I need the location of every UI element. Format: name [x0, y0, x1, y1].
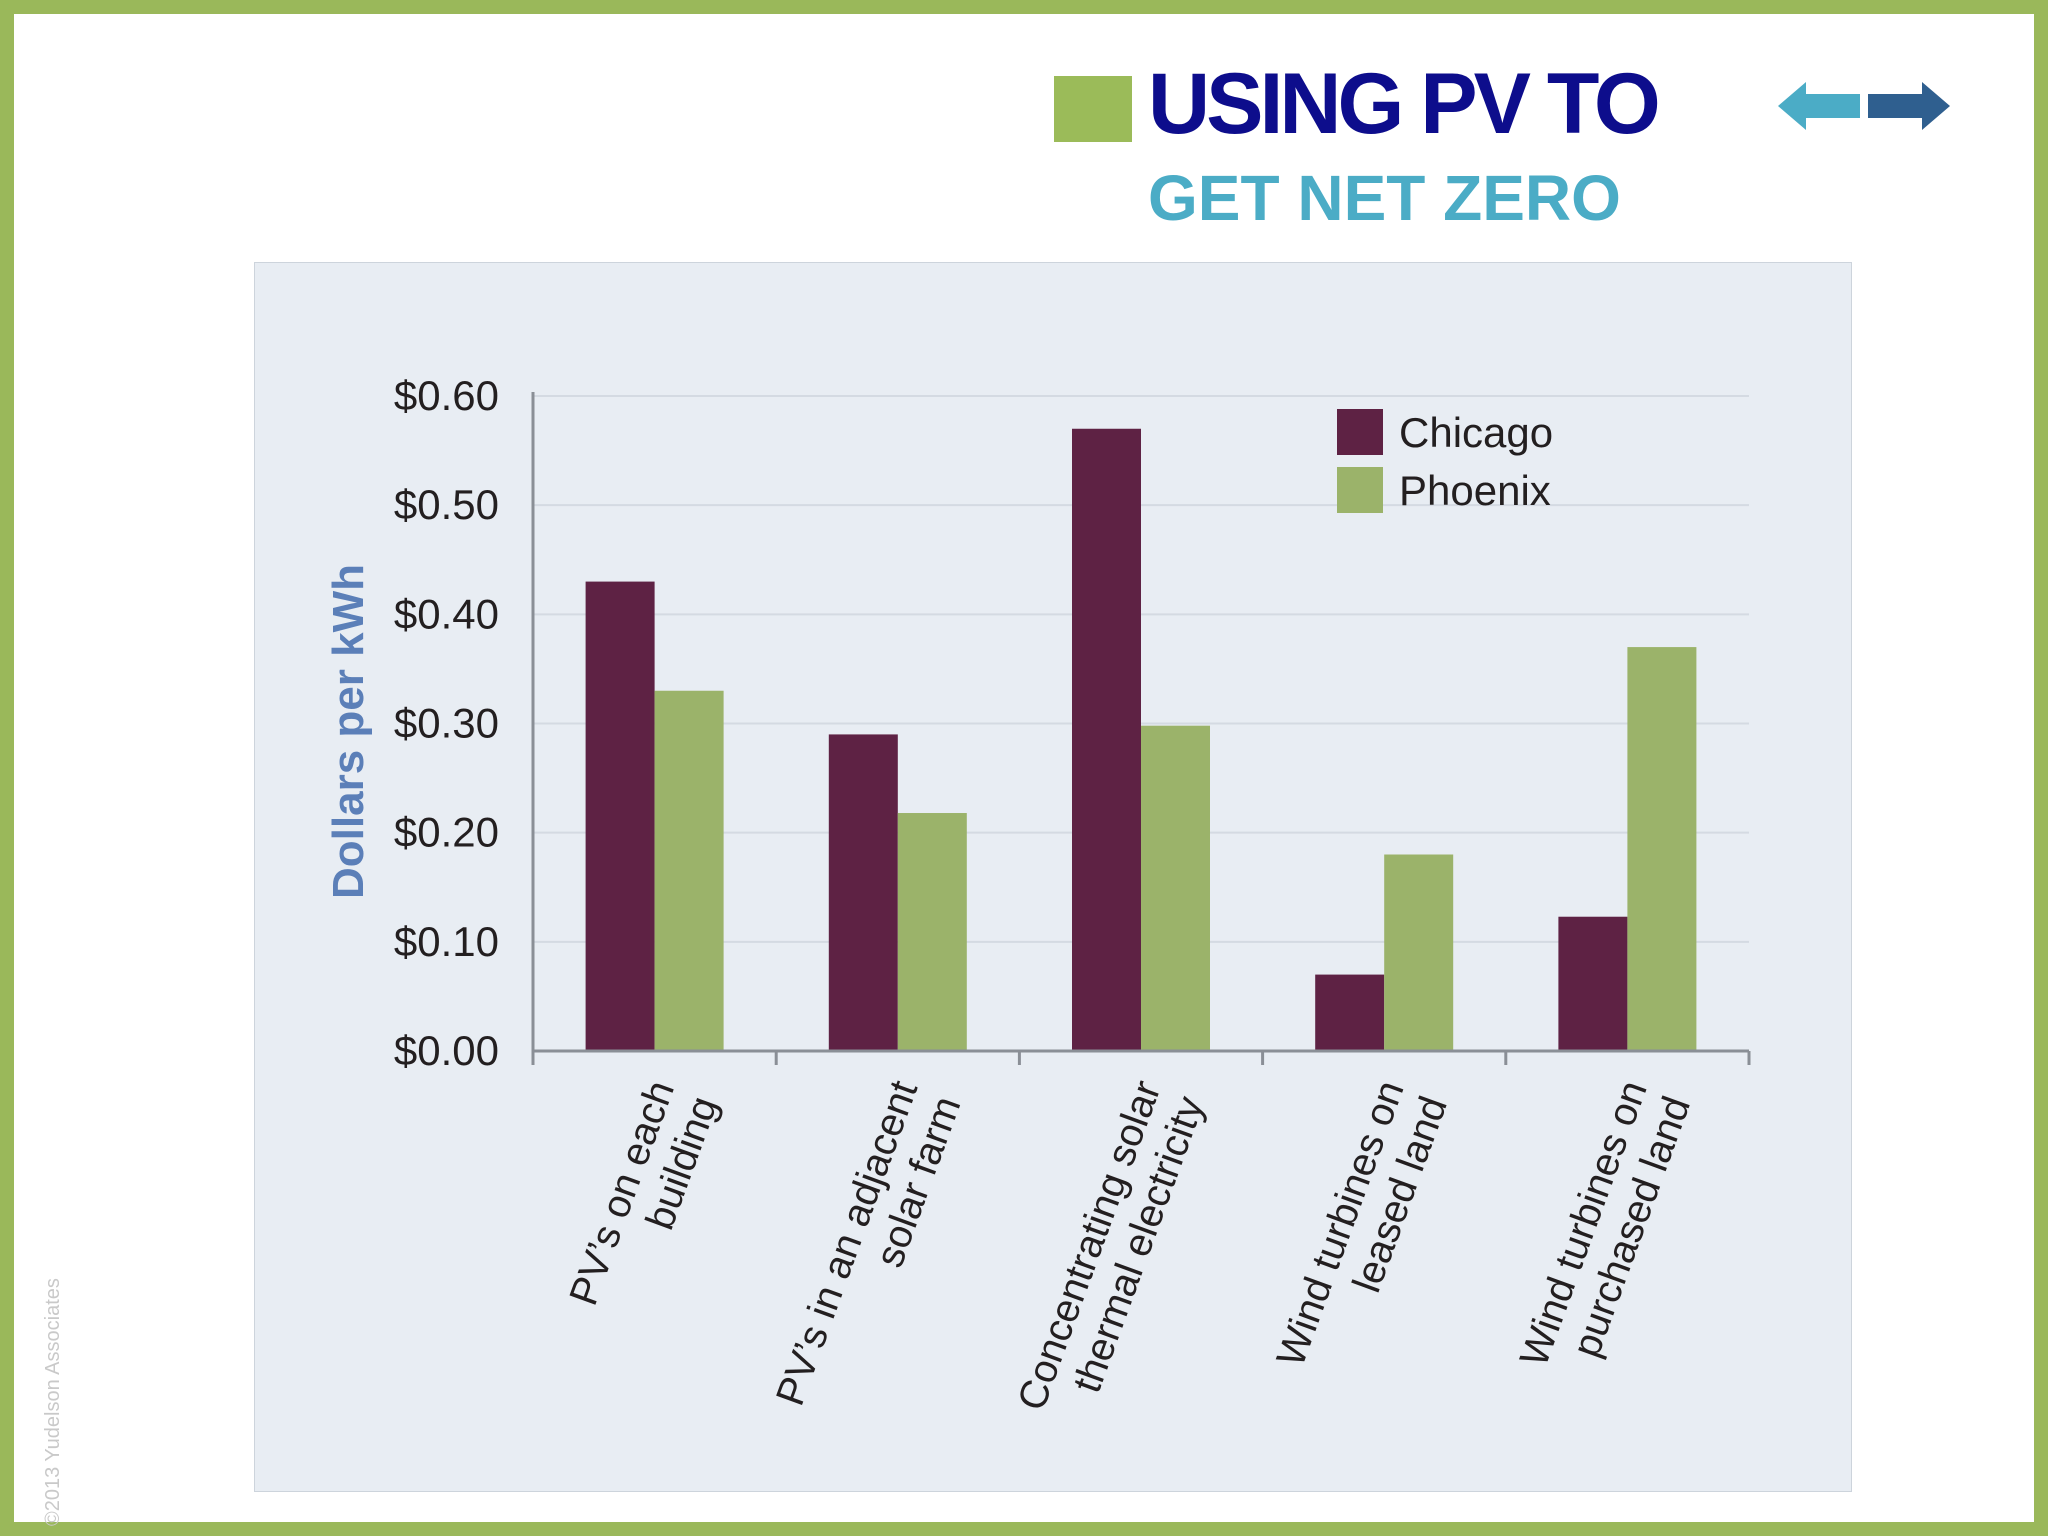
y-tick-label: $0.40: [394, 590, 499, 637]
previous-slide-button[interactable]: [1776, 76, 1882, 136]
bar-phoenix: [1627, 647, 1697, 1051]
copyright-watermark: ©2013 Yudelson Associates: [42, 1278, 64, 1526]
bars: [585, 428, 1697, 1051]
bar-chicago: [1072, 428, 1141, 1051]
arrow-left-icon: [1778, 82, 1860, 130]
bar-chicago: [828, 734, 898, 1051]
y-axis-label: Dollars per kWh: [324, 564, 373, 899]
slide-subtitle: GET NET ZERO: [1148, 162, 1621, 234]
bar-chicago: [1315, 974, 1385, 1051]
y-tick-label: $0.10: [394, 918, 499, 965]
bar-phoenix: [1384, 854, 1454, 1051]
chart-panel: $0.00 $0.10 $0.20 $0.30 $0.40 $0.50 $0.60 PV’s…: [254, 262, 1852, 1492]
y-tick-label: $0.50: [394, 481, 499, 528]
next-slide-button[interactable]: [1866, 76, 1972, 136]
y-tick-label: $0.60: [394, 372, 499, 419]
title-accent-square: [1054, 76, 1132, 142]
slide-title: USING PV TO: [1148, 56, 1661, 152]
legend-label-chicago: Chicago: [1399, 409, 1553, 456]
legend-swatch-phoenix: [1337, 467, 1383, 513]
legend-swatch-chicago: [1337, 409, 1383, 455]
legend: Chicago Phoenix: [1337, 409, 1553, 514]
y-tick-label: $0.00: [394, 1027, 499, 1074]
y-tick-label: $0.30: [394, 700, 499, 747]
bar-phoenix: [654, 690, 724, 1051]
bar-phoenix: [897, 813, 967, 1051]
bar-chicago: [1558, 916, 1628, 1051]
y-tick-labels: $0.00 $0.10 $0.20 $0.30 $0.40 $0.50 $0.60: [394, 372, 499, 1074]
bar-chicago: [585, 581, 655, 1051]
arrow-right-icon: [1868, 82, 1950, 130]
bar-phoenix: [1141, 725, 1210, 1051]
legend-label-phoenix: Phoenix: [1399, 467, 1551, 514]
y-tick-label: $0.20: [394, 809, 499, 856]
axes: [531, 392, 1751, 1065]
bar-chart: $0.00 $0.10 $0.20 $0.30 $0.40 $0.50 $0.60 PV’s…: [324, 372, 1751, 1416]
